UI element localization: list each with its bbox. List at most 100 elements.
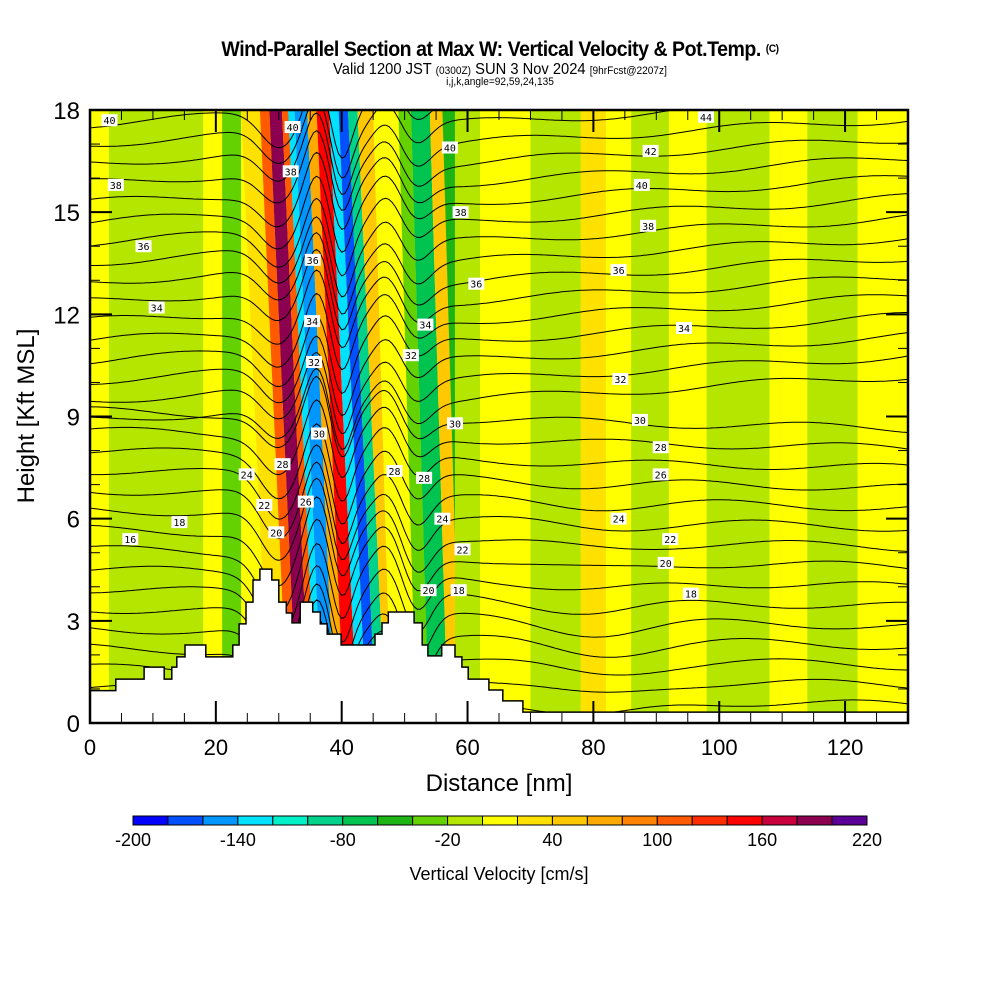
isentrope-line [90, 214, 908, 298]
contour-label: 36 [468, 277, 485, 291]
velocity-band [807, 110, 858, 723]
contour-label-text: 40 [287, 123, 299, 134]
isentrope-line [90, 175, 908, 253]
contour-label-text: 26 [300, 498, 312, 509]
velocity-band [706, 110, 770, 723]
velocity-band [580, 110, 606, 723]
colorbar-tick-label: 40 [542, 830, 562, 850]
velocity-band [222, 110, 242, 723]
velocity-band [203, 110, 223, 723]
isentrope-line [90, 110, 434, 159]
colorbar-tick-label: 220 [852, 830, 882, 850]
y-tick-label: 0 [67, 711, 80, 738]
chart-subtitle: Valid 1200 JST (0300Z) SUN 3 Nov 2024 [9… [40, 61, 960, 79]
contour-label: 20 [268, 526, 285, 539]
isentrope-line [90, 461, 908, 545]
contour-label-text: 20 [422, 586, 434, 597]
contour-label-text: 40 [103, 116, 115, 127]
contour-label: 26 [652, 468, 669, 481]
colorbar-swatch [621, 815, 658, 826]
isentrope-line [90, 248, 908, 331]
isentrope-line [90, 367, 908, 450]
colorbar-swatch [516, 815, 553, 826]
contour-label-text: 30 [449, 419, 461, 430]
contour-label: 24 [238, 468, 255, 481]
contour-label: 28 [652, 441, 669, 454]
colorbar-swatch [377, 815, 414, 826]
contour-label: 44 [698, 110, 714, 124]
contour-label-text: 30 [313, 430, 325, 441]
contour-label-text: 22 [664, 535, 676, 546]
contour-label-text: 32 [614, 375, 626, 386]
colorbar-swatch [342, 815, 379, 826]
colorbar-tick-label: 100 [642, 830, 672, 850]
contour-label: 38 [452, 206, 469, 219]
contour-label: 40 [633, 178, 650, 192]
contour-label-text: 34 [678, 324, 690, 335]
contour-label-text: 36 [307, 256, 319, 267]
isentrope-line [90, 292, 908, 371]
colorbar-swatch [447, 815, 484, 826]
y-tick-label: 9 [67, 405, 80, 432]
contour-label-text: 38 [642, 222, 654, 233]
contour-label-text: 40 [444, 144, 456, 155]
contour-label-text: 20 [270, 528, 282, 539]
contour-label-text: 24 [436, 515, 448, 526]
contour-label-text: 16 [124, 535, 136, 546]
colorbar-tick-label: 160 [747, 830, 777, 850]
contour-label-text: 26 [655, 470, 667, 481]
contour-label: 24 [434, 512, 451, 526]
contour-label-text: 34 [151, 304, 163, 315]
contour-label-text: 34 [306, 317, 318, 328]
contour-label: 36 [304, 253, 321, 267]
isentrope-line [90, 496, 908, 587]
contour-labels: 40 38 36 34 18 16 24 28 22 20 26 40 38 36 34 32 30 40 38 36… [101, 110, 714, 601]
colorbar-tick-label: -80 [330, 830, 356, 850]
contour-label-text: 18 [453, 586, 465, 597]
contour-label-text: 44 [700, 113, 712, 124]
isentrope-line [90, 312, 908, 395]
colorbar-swatch [237, 815, 274, 826]
contour-label: 36 [610, 264, 627, 277]
utc-time: (0300Z) [435, 65, 472, 77]
contour-label-text: 34 [419, 321, 431, 332]
contour-label-text: 42 [645, 147, 657, 158]
velocity-band [398, 110, 429, 723]
contour-label: 38 [282, 165, 299, 178]
contour-label: 24 [610, 512, 627, 526]
colorbar-swatch [272, 815, 309, 826]
isentrope-line [90, 351, 908, 435]
colorbar-tick-label: -200 [115, 830, 151, 850]
colorbar-swatch [831, 815, 868, 826]
contour-label: 16 [122, 533, 139, 546]
colorbar-tick-label: -140 [220, 830, 256, 850]
velocity-band [454, 110, 481, 723]
isentrope-line [90, 543, 908, 640]
contour-label-text: 24 [241, 470, 253, 481]
contour-label-text: 30 [634, 416, 646, 427]
colorbar-swatch [551, 815, 588, 826]
colorbar-tick-label: -20 [435, 830, 461, 850]
contour-label: 18 [171, 516, 188, 529]
contour-label-text: 24 [613, 515, 625, 526]
x-tick-label: 100 [701, 735, 738, 760]
x-tick-label: 120 [827, 735, 864, 760]
colorbar-label: Vertical Velocity [cm/s] [409, 864, 588, 884]
contour-label-text: 28 [276, 460, 288, 471]
contour-label: 20 [657, 556, 674, 570]
x-tick-label: 0 [84, 735, 96, 760]
colorbar-swatch [482, 815, 518, 826]
x-tick-label: 20 [204, 735, 228, 760]
contour-label: 22 [454, 543, 471, 556]
velocity-band [281, 110, 317, 723]
velocity-band [631, 110, 669, 723]
contour-label: 42 [642, 144, 659, 158]
isentrope-line [90, 565, 908, 661]
contour-label-text: 38 [285, 167, 297, 178]
velocity-band [241, 110, 288, 723]
velocity-band [316, 110, 358, 723]
contour-label: 18 [682, 587, 699, 601]
contour-label: 36 [135, 240, 152, 253]
isentrope-line [90, 444, 908, 525]
